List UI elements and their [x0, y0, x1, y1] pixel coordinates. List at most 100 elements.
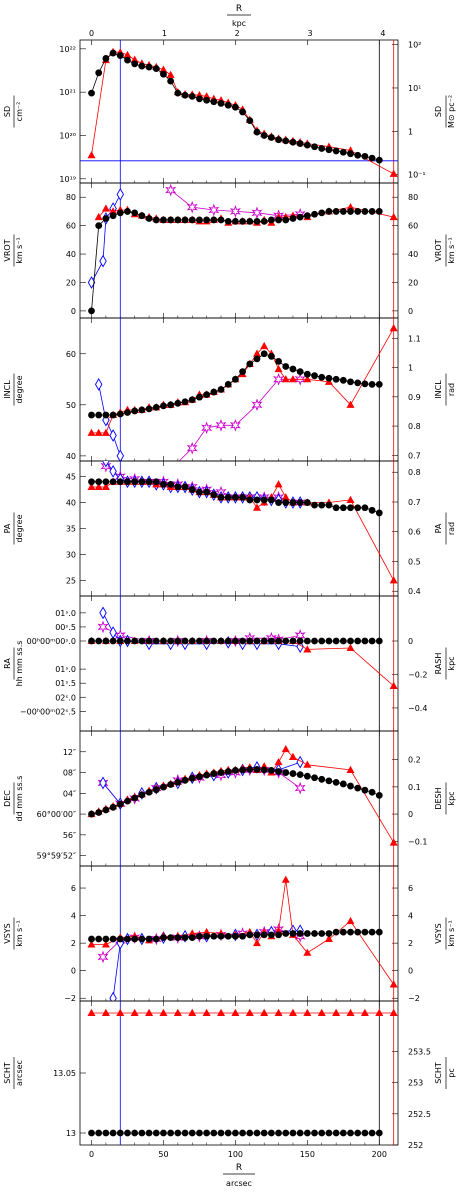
- y2-axis-label: VROT: [434, 239, 443, 261]
- y-tick-label: 60°00′00″: [37, 810, 76, 819]
- data-point-circle: [88, 307, 95, 315]
- data-point-circle: [311, 1129, 318, 1137]
- y-axis-label: DEC: [3, 790, 12, 807]
- data-point-circle: [181, 91, 189, 99]
- data-point-circle: [275, 637, 282, 645]
- data-point-circle: [289, 365, 297, 373]
- data-point-triangle: [94, 428, 103, 436]
- data-point-circle: [282, 769, 290, 776]
- y2-tick-label: 0: [408, 307, 413, 316]
- data-point-circle: [267, 1129, 275, 1137]
- data-point-circle: [253, 931, 261, 939]
- data-point-star: [165, 183, 177, 197]
- data-point-triangle: [317, 1008, 326, 1016]
- data-point-circle: [102, 478, 110, 486]
- data-point-circle: [232, 375, 239, 383]
- data-point-triangle: [346, 400, 355, 408]
- data-point-triangle: [87, 940, 96, 948]
- y2-tick-label: 0.4: [408, 587, 421, 596]
- data-point-triangle: [303, 760, 312, 768]
- panel-plot-area: [87, 596, 398, 731]
- y-tick-label: 02ˢ.0: [55, 693, 76, 702]
- data-point-triangle: [202, 927, 211, 936]
- data-point-triangle: [346, 916, 355, 925]
- panel-plot-area: [87, 461, 398, 596]
- y-tick-label: 60: [66, 222, 76, 231]
- data-point-circle: [253, 496, 261, 504]
- data-point-circle: [282, 499, 290, 506]
- data-point-circle: [131, 1129, 139, 1137]
- data-point-diamond: [99, 776, 107, 790]
- data-point-triangle: [252, 349, 261, 357]
- bottom-tick-label: 150: [300, 1150, 315, 1159]
- data-point-triangle: [332, 1008, 341, 1016]
- data-point-triangle: [281, 744, 290, 753]
- data-point-circle: [260, 217, 268, 225]
- y2-tick-label: 1: [408, 127, 413, 136]
- data-point-circle: [289, 770, 297, 777]
- data-point-circle: [109, 478, 117, 486]
- data-point-circle: [167, 637, 175, 645]
- panel-pa: [13, 460, 447, 597]
- data-point-triangle: [123, 50, 132, 59]
- data-point-circle: [152, 935, 160, 943]
- data-point-circle: [116, 52, 124, 59]
- data-point-circle: [224, 380, 232, 388]
- data-point-star: [186, 441, 198, 455]
- data-point-triangle: [94, 212, 103, 221]
- data-point-circle: [232, 217, 239, 225]
- y-axis-label: PA: [3, 523, 12, 533]
- data-point-circle: [196, 95, 203, 103]
- data-point-circle: [275, 768, 282, 775]
- data-point-star: [294, 781, 306, 795]
- data-point-circle: [289, 1129, 297, 1137]
- data-point-circle: [181, 398, 189, 406]
- data-point-circle: [282, 137, 290, 145]
- data-point-triangle: [274, 926, 283, 934]
- data-point-triangle: [389, 1008, 398, 1016]
- data-point-circle: [116, 1129, 124, 1137]
- data-point-circle: [217, 386, 225, 393]
- data-point-circle: [145, 478, 153, 486]
- panel-incl: [13, 317, 447, 462]
- y2-tick-label: −0.2: [408, 670, 427, 679]
- y-axis-unit: hh mm ss.s: [15, 641, 24, 687]
- data-point-diamond: [99, 606, 107, 620]
- y-tick-label: 01ˢ.0: [55, 665, 76, 674]
- data-point-circle: [361, 1129, 369, 1137]
- data-point-circle: [368, 928, 376, 936]
- data-point-circle: [275, 499, 282, 506]
- y-tick-label: 56″: [63, 831, 76, 840]
- data-point-triangle: [274, 364, 283, 373]
- top-axis-label: R: [236, 4, 242, 14]
- data-point-circle: [95, 69, 103, 77]
- y2-tick-label: 0: [408, 637, 413, 646]
- data-point-circle: [152, 403, 160, 411]
- data-point-circle: [131, 209, 139, 217]
- data-point-circle: [318, 930, 326, 937]
- y2-axis-unit: rad: [447, 522, 456, 535]
- data-point-circle: [339, 208, 347, 215]
- data-point-circle: [138, 935, 146, 943]
- data-point-circle: [196, 637, 203, 645]
- data-point-circle: [160, 637, 167, 645]
- data-point-circle: [332, 504, 340, 512]
- y2-axis-unit: pc: [447, 1068, 456, 1077]
- top-tick-label: 4: [380, 29, 385, 38]
- data-point-circle: [174, 216, 182, 224]
- data-point-triangle: [130, 1008, 139, 1016]
- top-tick-label: 0: [89, 29, 94, 38]
- y-axis-label: RA: [3, 658, 12, 669]
- data-point-circle: [217, 216, 225, 224]
- y-tick-label: 6: [71, 884, 76, 893]
- y2-tick-label: 60: [408, 222, 418, 231]
- y-axis-label: INCL: [3, 380, 12, 399]
- data-point-circle: [325, 637, 333, 645]
- data-point-diamond: [87, 276, 96, 289]
- data-point-triangle: [116, 1008, 125, 1016]
- data-point-triangle: [389, 212, 398, 221]
- y2-axis-unit: km s⁻¹: [447, 920, 456, 947]
- y-tick-label: 59°59′52″: [37, 852, 76, 861]
- top-axis-unit: kpc: [232, 19, 246, 28]
- data-point-circle: [145, 935, 153, 943]
